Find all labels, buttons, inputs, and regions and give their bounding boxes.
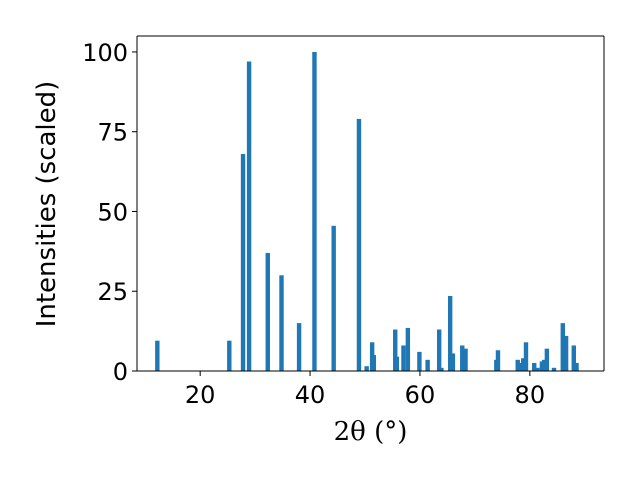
y-axis-title: Intensities (scaled): [32, 81, 62, 328]
plot-background: [137, 36, 604, 371]
bar: [560, 323, 565, 371]
x-axis-title: 2θ (°): [334, 417, 408, 447]
bar: [394, 356, 400, 371]
bar: [535, 367, 540, 371]
bar: [393, 329, 398, 371]
bar: [439, 367, 444, 371]
bar: [296, 323, 302, 371]
y-tick-label: 75: [97, 119, 128, 147]
bar: [571, 345, 576, 371]
bar: [523, 342, 529, 371]
bar: [518, 363, 523, 371]
y-tick-label: 100: [82, 39, 128, 67]
bar: [356, 118, 362, 371]
bar: [436, 329, 442, 371]
bar: [401, 345, 406, 371]
bar: [312, 51, 317, 371]
bar: [460, 345, 465, 371]
bar: [532, 363, 537, 371]
bar: [265, 252, 270, 371]
bar: [331, 225, 336, 371]
bar: [246, 61, 252, 372]
axes-group: 20 40 60 80 0 25 50 75 100: [82, 35, 605, 409]
bar: [417, 351, 422, 371]
bar: [463, 348, 468, 371]
y-tick-label: 0: [113, 358, 128, 386]
bar: [450, 353, 456, 371]
plot-area: [137, 36, 604, 371]
bar: [551, 367, 557, 371]
x-tick-label: 20: [185, 381, 216, 409]
x-tick-label: 80: [515, 381, 546, 409]
bar: [574, 363, 579, 371]
bar: [447, 296, 453, 371]
bar: [521, 358, 526, 371]
bar: [240, 154, 246, 371]
x-tick-label: 40: [295, 381, 326, 409]
bar: [541, 359, 547, 371]
bar: [227, 340, 232, 371]
bar: [364, 366, 369, 371]
bar: [563, 335, 569, 371]
bar: [425, 359, 430, 371]
bar: [515, 359, 520, 371]
bars-group: [155, 51, 579, 372]
y-tick-label: 50: [97, 198, 128, 226]
bar: [279, 275, 284, 371]
bar: [155, 340, 160, 371]
bar: [544, 348, 550, 371]
x-tick-label: 60: [405, 381, 436, 409]
bar: [405, 327, 411, 371]
bar: [371, 355, 376, 371]
bar: [495, 350, 501, 371]
y-tick-label: 25: [97, 278, 128, 306]
